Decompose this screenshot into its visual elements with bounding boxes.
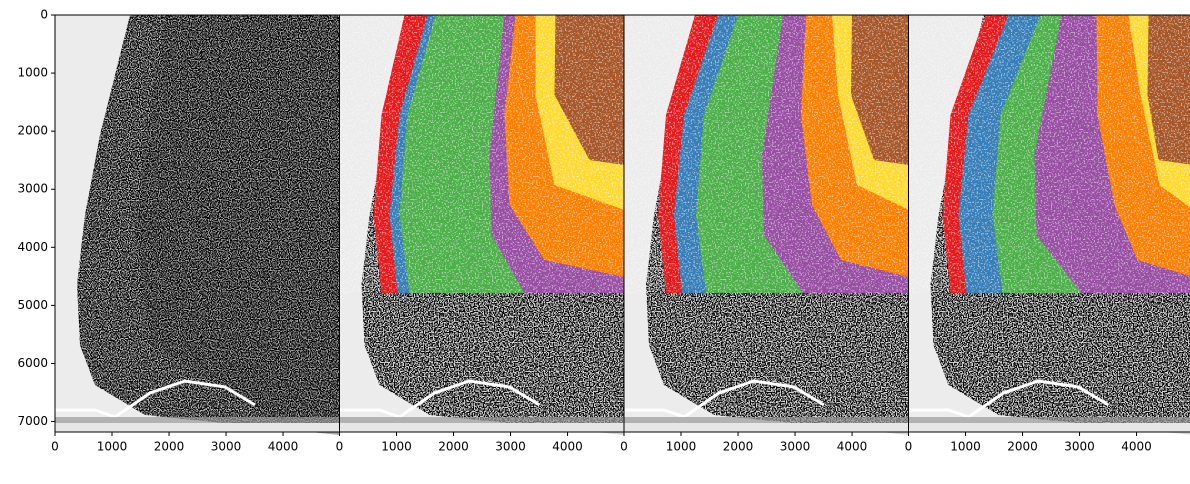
y-tick-label: 3000: [17, 182, 48, 196]
x-tick-label: 3000: [1064, 440, 1095, 454]
x-tick-label: 4000: [552, 440, 583, 454]
x-tick-label: 2000: [154, 440, 185, 454]
y-tick-label: 1000: [17, 66, 48, 80]
tissue-texture: [77, 15, 340, 435]
fold: [908, 379, 1110, 419]
x-tick-label: 4000: [268, 440, 299, 454]
fold: [339, 379, 541, 419]
panel: [908, 14, 1190, 435]
panel: [54, 14, 340, 435]
x-tick-label: 3000: [495, 440, 526, 454]
y-tick-label: 6000: [17, 356, 48, 370]
y-tick-label: 7000: [17, 414, 48, 428]
y-tick-label: 0: [40, 8, 48, 22]
y-tick-label: 5000: [17, 298, 48, 312]
x-tick-label: 0: [905, 440, 913, 454]
x-tick-label: 3000: [211, 440, 242, 454]
stripe: [339, 423, 624, 432]
x-tick-label: 2000: [723, 440, 754, 454]
stripe: [55, 423, 340, 432]
layer-speckle: [339, 15, 624, 293]
stripe: [908, 417, 1190, 423]
y-tick-label: 4000: [17, 240, 48, 254]
panel: [339, 14, 625, 435]
fold: [624, 379, 825, 419]
y-tick-label: 2000: [17, 124, 48, 138]
x-tick-label: 1000: [666, 440, 697, 454]
stripe: [339, 417, 624, 423]
x-tick-label: 0: [51, 440, 59, 454]
x-tick-label: 3000: [780, 440, 811, 454]
layer-speckle: [624, 15, 909, 293]
x-tick-label: 4000: [1121, 440, 1152, 454]
x-tick-label: 0: [336, 440, 344, 454]
fold: [55, 379, 256, 419]
layer-speckle: [908, 15, 1190, 293]
stripe: [624, 417, 909, 423]
x-tick-label: 0: [620, 440, 628, 454]
stripe: [624, 423, 909, 432]
x-tick-label: 1000: [97, 440, 128, 454]
x-tick-label: 2000: [1007, 440, 1038, 454]
x-tick-label: 1000: [381, 440, 412, 454]
x-tick-label: 1000: [950, 440, 981, 454]
speckle: [77, 15, 340, 432]
stripe: [55, 417, 340, 423]
x-tick-label: 4000: [837, 440, 868, 454]
panel: [623, 14, 909, 435]
stripe: [908, 423, 1190, 432]
x-tick-label: 2000: [438, 440, 469, 454]
axes-frame: [908, 14, 1190, 433]
